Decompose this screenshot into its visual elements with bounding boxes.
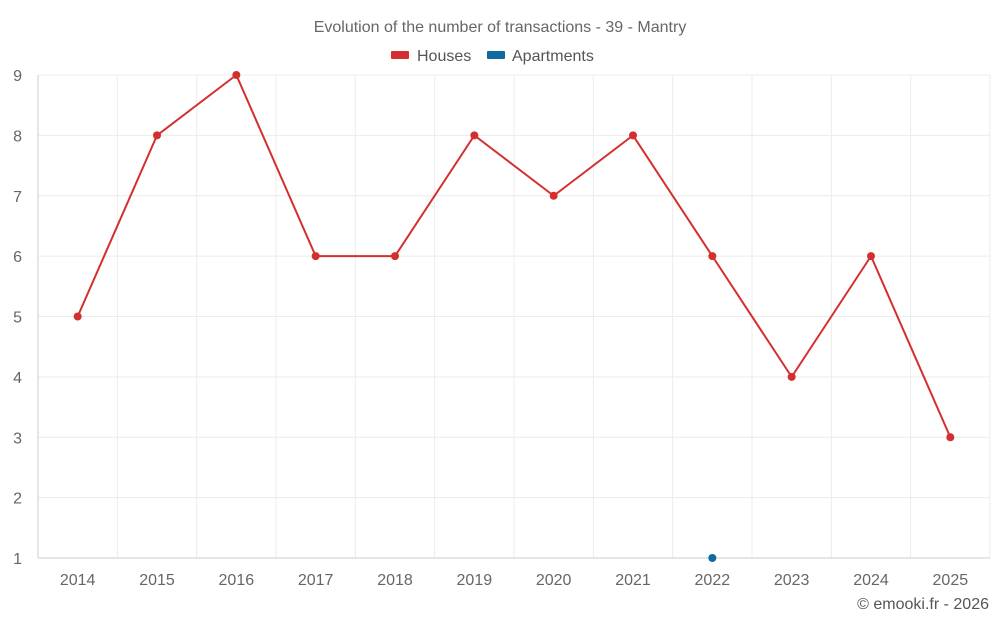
legend-swatch-apartments [487, 51, 505, 59]
data-point-houses[interactable] [232, 71, 241, 79]
x-tick-label: 2014 [60, 572, 96, 589]
x-tick-label: 2024 [853, 572, 889, 589]
series-line-houses [76, 74, 952, 438]
x-tick-label: 2018 [377, 572, 413, 589]
y-tick-label: 5 [13, 310, 22, 327]
legend-item-apartments[interactable]: Apartments [487, 48, 594, 65]
grid [37, 74, 991, 559]
y-tick-label: 6 [13, 249, 22, 266]
y-tick-label: 2 [13, 491, 22, 508]
data-point-houses[interactable] [470, 131, 479, 140]
data-point-houses[interactable] [629, 131, 637, 140]
legend-item-houses[interactable]: Houses [391, 48, 471, 65]
axes: 1 2 3 4 5 6 7 8 9 2014 2015 2016 2017 2018 2019 2020 202… [13, 68, 990, 589]
credit-text: © emooki.fr - 2026 [857, 596, 989, 613]
x-tick-label: 2023 [774, 572, 810, 589]
data-point-houses[interactable] [867, 252, 875, 261]
data-point-houses[interactable] [311, 252, 320, 261]
series [73, 71, 955, 562]
y-tick-label: 9 [13, 68, 22, 85]
data-point-houses[interactable] [153, 131, 161, 140]
x-tick-label: 2017 [298, 572, 334, 589]
x-tick-label: 2019 [457, 572, 493, 589]
x-tick-label: 2020 [536, 572, 572, 589]
x-tick-label: 2021 [615, 572, 651, 589]
y-tick-label: 8 [13, 128, 22, 145]
data-point-houses[interactable] [549, 191, 558, 200]
y-tick-label: 4 [13, 370, 22, 387]
data-point-apartments[interactable] [708, 554, 717, 562]
x-tick-label: 2022 [695, 572, 731, 589]
x-tick-label: 2016 [219, 572, 255, 589]
data-point-houses[interactable] [708, 252, 717, 261]
legend-label-houses: Houses [417, 48, 471, 65]
x-tick-label: 2025 [933, 572, 969, 589]
chart-title: Evolution of the number of transactions … [314, 19, 687, 36]
y-tick-label: 1 [13, 551, 22, 568]
data-point-houses[interactable] [787, 372, 796, 381]
series-apartments [708, 554, 717, 562]
legend-label-apartments: Apartments [512, 48, 594, 65]
y-tick-label: 3 [13, 430, 22, 447]
data-point-houses[interactable] [946, 433, 955, 442]
legend: Houses Apartments [391, 48, 594, 65]
series-houses [73, 71, 955, 442]
y-tick-label: 7 [13, 189, 22, 206]
x-tick-label: 2015 [139, 572, 175, 589]
data-point-houses[interactable] [73, 312, 82, 321]
legend-swatch-houses [391, 51, 409, 59]
data-point-houses[interactable] [391, 252, 399, 261]
